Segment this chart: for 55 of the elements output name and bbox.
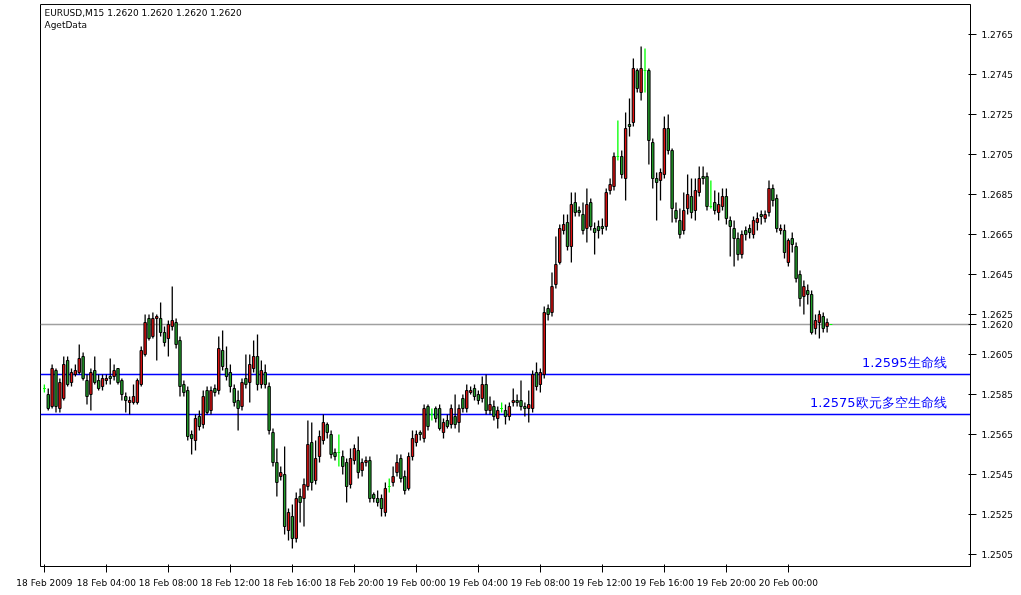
ref-line-label: 1.2575欧元多空生命线 xyxy=(810,394,947,410)
x-tick-label: 19 Feb 20:00 xyxy=(696,577,757,588)
y-tick-label: 1.2545 xyxy=(981,470,1013,480)
candlestick xyxy=(193,413,198,452)
y-tick-label: 1.2745 xyxy=(981,70,1013,80)
candlestick xyxy=(313,439,318,486)
x-tick-label: 18 Feb 08:00 xyxy=(138,577,199,588)
y-tick-label: 1.2725 xyxy=(981,110,1013,120)
candlestick xyxy=(639,45,643,102)
y-tick-label: 1.2625 xyxy=(981,310,1013,320)
candlestick xyxy=(166,319,171,358)
candlestick xyxy=(825,317,829,334)
candlestick xyxy=(77,343,81,376)
y-tick-label: 1.2585 xyxy=(981,390,1013,400)
y-tick-label: 1.2605 xyxy=(981,350,1013,360)
chart-title: EURUSD,M15 1.2620 1.2620 1.2620 1.2620 xyxy=(44,7,243,18)
y-tick-label: 1.2565 xyxy=(981,430,1013,440)
x-tick-label: 18 Feb 16:00 xyxy=(262,577,323,588)
candlestick xyxy=(515,393,519,408)
x-tick-label: 18 Feb 2009 xyxy=(16,577,73,588)
candlestick xyxy=(108,357,112,386)
y-tick-label: 1.2665 xyxy=(981,230,1013,240)
x-tick-label: 19 Feb 16:00 xyxy=(634,577,695,588)
candlestick xyxy=(131,383,136,406)
candlestick xyxy=(627,97,632,138)
x-tick-label: 18 Feb 12:00 xyxy=(200,577,261,588)
candlestick xyxy=(356,435,360,480)
y-tick-label: 1.2765 xyxy=(981,30,1013,40)
candlestick xyxy=(209,385,213,416)
candlestick xyxy=(732,219,736,268)
x-tick-label: 20 Feb 00:00 xyxy=(758,577,819,588)
ref-line-label: 1.2595生命线 xyxy=(862,354,947,370)
y-tick-label: 1.2705 xyxy=(981,150,1013,160)
x-tick-label: 19 Feb 12:00 xyxy=(572,577,633,588)
candlestick xyxy=(724,187,729,226)
x-tick-label: 19 Feb 08:00 xyxy=(510,577,571,588)
annotation: AgetData xyxy=(44,19,87,30)
x-tick-label: 19 Feb 04:00 xyxy=(448,577,509,588)
candlestick xyxy=(585,187,589,244)
candlestick xyxy=(453,393,457,430)
candlestick xyxy=(496,405,500,430)
y-tick-label: 1.2620 xyxy=(981,320,1014,330)
candlestick xyxy=(817,309,822,340)
x-tick-label: 19 Feb 00:00 xyxy=(386,577,447,588)
x-tick-label: 18 Feb 20:00 xyxy=(324,577,385,588)
y-tick-label: 1.2645 xyxy=(981,270,1013,280)
candlestick xyxy=(716,191,721,222)
x-tick-label: 18 Feb 04:00 xyxy=(76,577,137,588)
y-tick-label: 1.2525 xyxy=(981,510,1013,520)
candlestick xyxy=(740,229,744,260)
y-tick-label: 1.2685 xyxy=(981,190,1013,200)
y-tick-label: 1.2505 xyxy=(981,550,1013,560)
candlestick xyxy=(465,383,469,414)
candlestick xyxy=(693,177,698,222)
candlestick xyxy=(259,359,264,390)
